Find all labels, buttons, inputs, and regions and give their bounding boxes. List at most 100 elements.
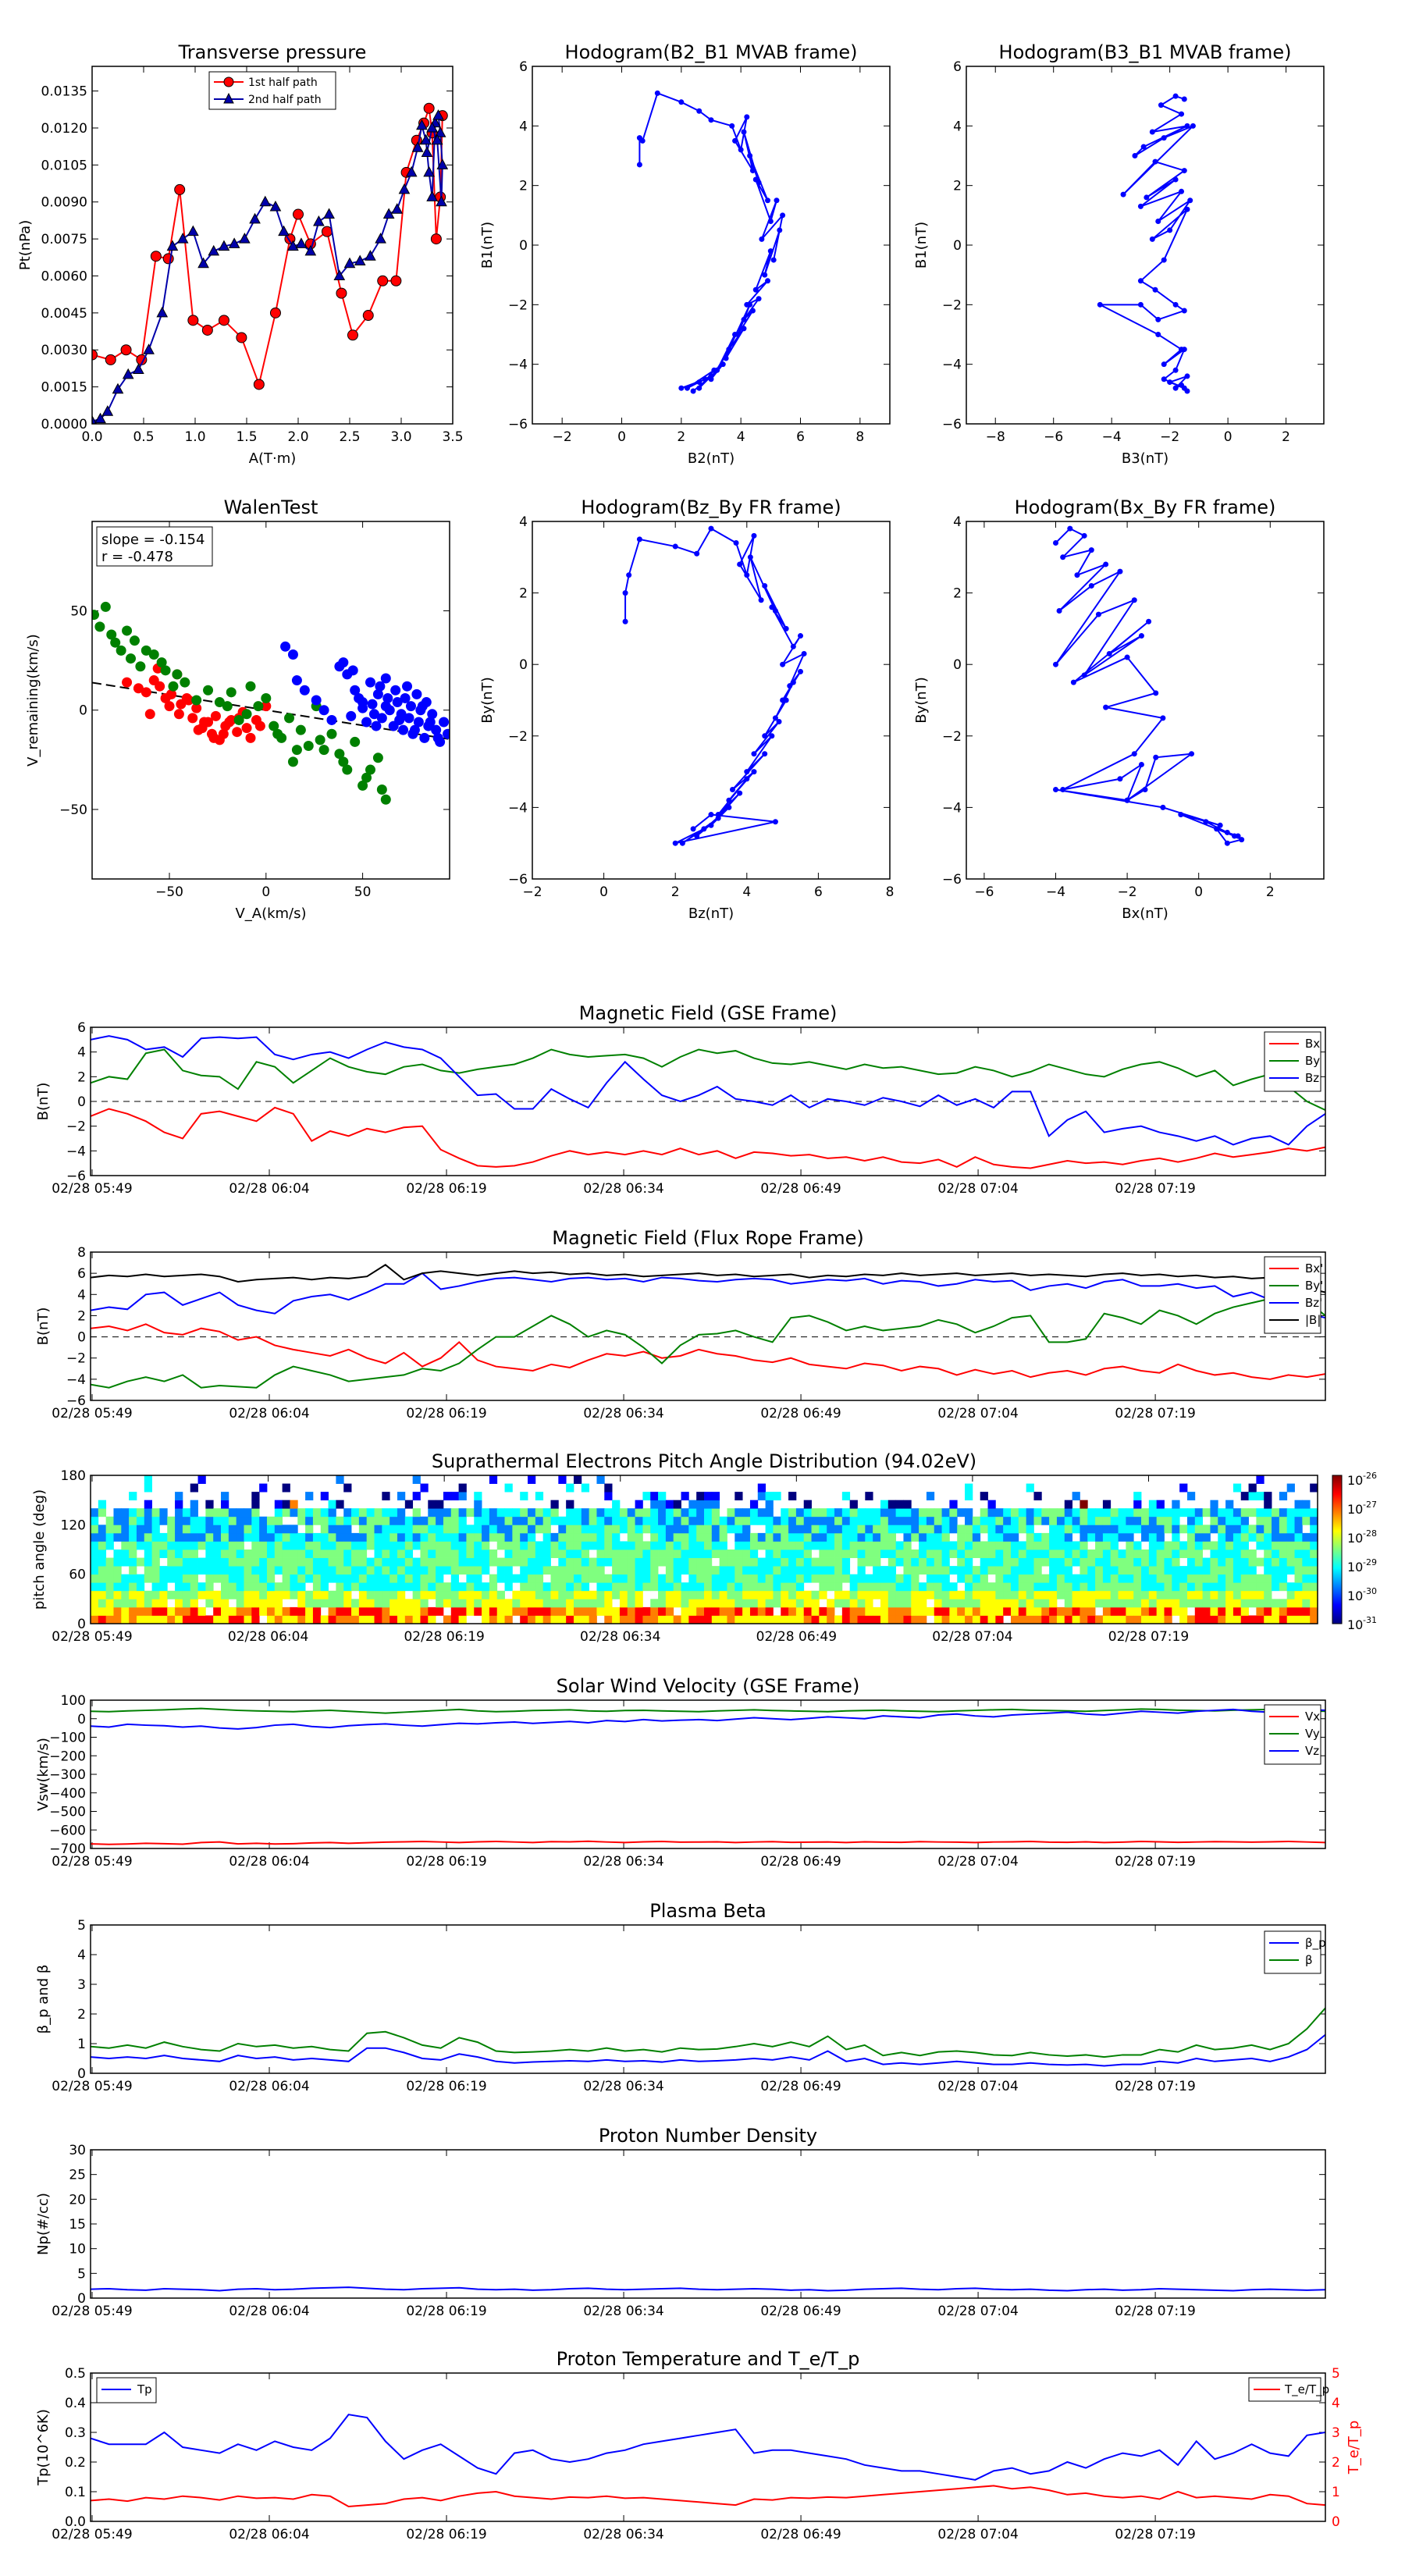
data-point [769,733,775,739]
heatmap-cell [1302,1590,1311,1599]
heatmap-cell [197,1525,206,1534]
heatmap-cell [1256,1516,1264,1525]
heatmap-cell [1172,1500,1180,1509]
heatmap-cell [412,1532,421,1542]
x-tick-label: 02/28 06:19 [406,2527,486,2542]
heatmap-cell [290,1550,298,1558]
data-point [726,797,732,803]
plot-area [622,525,807,846]
heatmap-cell [190,1508,198,1517]
heatmap-cell [151,1574,160,1583]
heatmap-cell [1210,1541,1218,1550]
heatmap-cell [1302,1508,1311,1517]
heatmap-cell [482,1582,490,1592]
heatmap-cell [474,1516,482,1525]
heatmap-cell [941,1557,950,1567]
heatmap-cell [236,1508,244,1517]
heatmap-cell [627,1516,635,1525]
heatmap-cell [995,1599,1004,1608]
heatmap-cell [604,1557,613,1567]
heatmap-cell [512,1516,521,1525]
heatmap-cell [305,1492,314,1501]
heatmap-cell [528,1550,536,1558]
heatmap-cell [1018,1606,1027,1616]
heatmap-cell [735,1508,743,1517]
heatmap-cell [236,1582,244,1592]
heatmap-cell [742,1606,751,1616]
heatmap-cell [121,1541,130,1550]
heatmap-cell [259,1599,268,1608]
heatmap-cell [604,1525,613,1534]
data-point [106,629,117,640]
heatmap-cell [788,1557,797,1567]
heatmap-cell [428,1566,436,1575]
plot-area [91,2286,1325,2292]
y-tick-label: 2 [77,1308,86,1324]
heatmap-cell [688,1541,697,1550]
heatmap-cell [1148,1550,1158,1558]
heatmap-cell [1056,1590,1065,1599]
heatmap-cell [374,1590,382,1599]
heatmap-cell [1256,1606,1264,1616]
heatmap-cell [1186,1615,1196,1624]
heatmap-cell [251,1525,260,1534]
heatmap-cell [105,1590,114,1599]
heatmap-cell [466,1557,475,1567]
heatmap-cell [113,1566,122,1575]
heatmap-cell [175,1532,183,1542]
heatmap-cell [1049,1557,1058,1567]
heatmap-cell [781,1574,789,1583]
heatmap-cell [1148,1541,1158,1550]
heatmap-cell [1256,1615,1264,1624]
data-point [1181,308,1187,314]
heatmap-cell [167,1606,176,1616]
legend-label: Vz [1305,1744,1319,1758]
heatmap-cell [389,1525,398,1534]
data-point [405,165,418,177]
heatmap-cell [827,1582,835,1592]
heatmap-cell [504,1525,513,1534]
x-axis-label: B2(nT) [688,450,735,467]
heatmap-cell [282,1550,290,1558]
heatmap-cell [420,1566,429,1575]
heatmap-cell [175,1492,183,1501]
heatmap-cell [374,1599,382,1608]
heatmap-cell [1272,1606,1280,1616]
heatmap-cell [550,1532,559,1542]
heatmap-cell [1095,1590,1104,1599]
heatmap-cell [228,1582,237,1592]
heatmap-cell [428,1574,436,1583]
heatmap-cell [857,1582,866,1592]
heatmap-cell [612,1590,621,1599]
heatmap-cell [443,1582,452,1592]
data-point [798,633,803,639]
heatmap-cell [681,1541,689,1550]
heatmap-cell [121,1516,130,1525]
heatmap-cell [366,1541,375,1550]
chart-title: Proton Temperature and T_e/T_p [557,2348,860,2370]
heatmap-cell [343,1532,352,1542]
heatmap-cell [190,1500,198,1509]
heatmap-cell [642,1508,651,1517]
heatmap-cell [274,1516,283,1525]
heatmap-cell [167,1532,176,1542]
heatmap-cell [819,1532,827,1542]
heatmap-cell [811,1574,820,1583]
heatmap-cell [213,1566,222,1575]
heatmap-cell [458,1516,467,1525]
heatmap-cell [397,1557,406,1567]
heatmap-cell [167,1541,176,1550]
heatmap-cell [159,1532,168,1542]
heatmap-cell [228,1590,237,1599]
y-tick-label: 6 [953,59,962,75]
heatmap-cell [182,1541,191,1550]
heatmap-cell [1264,1606,1272,1616]
chart-title: Magnetic Field (Flux Rope Frame) [552,1227,863,1249]
plot-area [91,1707,1325,1845]
y-tick-label: 0.0135 [41,84,87,100]
heatmap-cell [887,1599,897,1608]
heatmap-cell [941,1525,950,1534]
heatmap-cell [1264,1590,1272,1599]
heatmap-cell [711,1532,720,1542]
heatmap-cell [1041,1541,1050,1550]
